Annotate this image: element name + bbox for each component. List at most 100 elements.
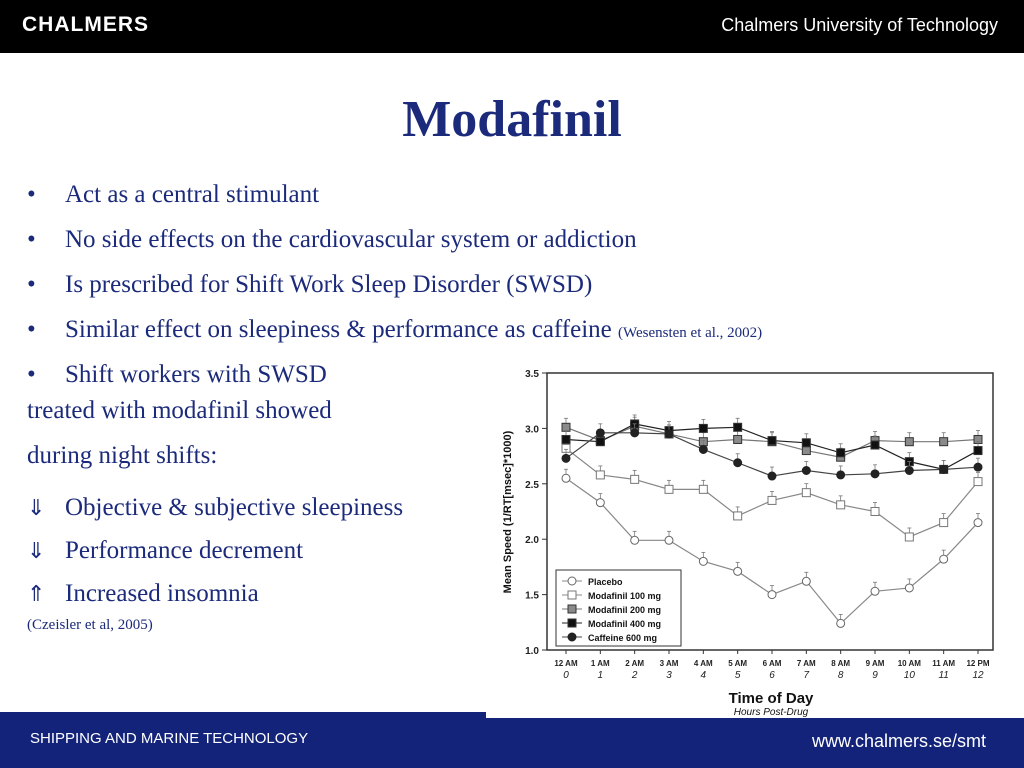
data-point bbox=[801, 466, 811, 476]
data-point bbox=[567, 632, 577, 642]
reference-citation: (Czeisler et al, 2005) bbox=[27, 617, 153, 633]
bottom-bar bbox=[0, 718, 1024, 768]
data-point bbox=[939, 464, 949, 474]
data-point bbox=[733, 566, 743, 576]
down-arrow-icon: ⇓ bbox=[27, 539, 46, 564]
continuation-line: during night shifts: bbox=[27, 442, 218, 469]
x-tick-label: 4 AM bbox=[694, 659, 713, 668]
data-point bbox=[630, 428, 640, 438]
bullet-item: • Act as a central stimulant bbox=[27, 172, 762, 217]
hour-tick-label: 0 bbox=[563, 670, 569, 681]
data-point bbox=[561, 473, 571, 483]
data-point bbox=[973, 518, 983, 528]
slide-title: Modafinil bbox=[402, 91, 622, 148]
data-point bbox=[733, 422, 743, 432]
data-point bbox=[567, 590, 577, 600]
data-point bbox=[939, 437, 949, 447]
data-point bbox=[698, 484, 708, 494]
legend-label: Caffeine 600 mg bbox=[588, 633, 657, 643]
data-point bbox=[664, 429, 674, 439]
legend-box bbox=[555, 569, 682, 647]
data-point bbox=[630, 535, 640, 545]
chalmers-logo: CHALMERS bbox=[22, 13, 149, 36]
bullet-mark: • bbox=[27, 361, 36, 388]
bullet-item: • Shift workers with SWSD bbox=[27, 352, 762, 397]
effects-list: ⇓ Objective & subjective sleepiness ⇓ Perf… bbox=[27, 486, 403, 615]
bullet-item: • Similar effect on sleepiness & performa… bbox=[27, 307, 762, 352]
data-point bbox=[561, 453, 571, 463]
bullet-citation: (Wesensten et al., 2002) bbox=[618, 325, 763, 341]
bullet-mark: • bbox=[27, 271, 36, 298]
y-tick-label: 3.0 bbox=[525, 424, 539, 435]
data-point bbox=[733, 458, 743, 468]
effect-text: Increased insomnia bbox=[65, 580, 259, 607]
data-point bbox=[630, 474, 640, 484]
y-tick-label: 1.0 bbox=[525, 646, 539, 657]
data-point bbox=[801, 576, 811, 586]
bullet-mark: • bbox=[27, 316, 36, 343]
legend-label: Modafinil 200 mg bbox=[588, 605, 661, 615]
bullet-text: Shift workers with SWSD bbox=[65, 361, 327, 388]
data-point bbox=[836, 470, 846, 480]
data-point bbox=[904, 532, 914, 542]
data-point bbox=[870, 507, 880, 516]
bullet-item: • No side effects on the cardiovascular s… bbox=[27, 217, 762, 262]
x-tick-label: 11 AM bbox=[932, 659, 955, 668]
bullet-item: • Is prescribed for Shift Work Sleep Diso… bbox=[27, 262, 762, 307]
y-tick-label: 3.5 bbox=[525, 369, 539, 380]
y-tick-label: 1.5 bbox=[525, 591, 539, 602]
x-tick-label: 8 AM bbox=[831, 659, 850, 668]
data-point bbox=[561, 434, 571, 444]
up-arrow-icon: ⇑ bbox=[27, 582, 46, 607]
data-point bbox=[801, 488, 811, 498]
data-point bbox=[767, 590, 777, 600]
hour-tick-label: 4 bbox=[701, 670, 707, 681]
hour-tick-label: 11 bbox=[938, 670, 948, 681]
x-tick-label: 10 AM bbox=[898, 659, 922, 668]
data-point bbox=[567, 604, 577, 614]
data-point bbox=[698, 556, 708, 566]
hour-tick-label: 10 bbox=[904, 670, 916, 681]
data-point bbox=[939, 518, 949, 528]
bullet-list: • Act as a central stimulant • No side eff… bbox=[27, 172, 762, 397]
data-point bbox=[973, 446, 983, 456]
website-link[interactable]: www.chalmers.se/smt bbox=[811, 731, 986, 751]
data-point bbox=[595, 498, 605, 508]
x-axis-label: Time of Day bbox=[729, 690, 814, 707]
effect-text: Performance decrement bbox=[65, 537, 304, 564]
x-tick-label: 7 AM bbox=[797, 659, 816, 668]
hour-tick-label: 6 bbox=[769, 670, 775, 681]
data-point bbox=[595, 428, 605, 438]
x-tick-label: 12 PM bbox=[966, 659, 989, 668]
data-point bbox=[767, 471, 777, 481]
x-tick-label: 9 AM bbox=[866, 659, 885, 668]
bullet-text: No side effects on the cardiovascular sy… bbox=[65, 226, 637, 253]
bullet-mark: • bbox=[27, 226, 36, 253]
hour-tick-label: 5 bbox=[735, 670, 741, 681]
data-point bbox=[939, 554, 949, 564]
y-axis-label: Mean Speed (1/RT[msec]*1000) bbox=[502, 430, 514, 593]
data-point bbox=[836, 448, 846, 458]
data-point bbox=[904, 583, 914, 593]
y-tick-label: 2.0 bbox=[525, 535, 539, 546]
down-arrow-icon: ⇓ bbox=[27, 496, 46, 521]
bullet-text: Act as a central stimulant bbox=[65, 181, 320, 208]
data-point bbox=[698, 423, 708, 433]
x-tick-label: 6 AM bbox=[763, 659, 782, 668]
x-tick-label: 3 AM bbox=[660, 659, 679, 668]
effect-item: ⇑ Increased insomnia bbox=[27, 572, 403, 615]
data-point bbox=[595, 470, 605, 480]
data-point bbox=[870, 469, 880, 479]
data-point bbox=[567, 618, 577, 628]
hour-tick-label: 3 bbox=[666, 670, 672, 681]
x-tick-label: 12 AM bbox=[554, 659, 578, 668]
x-tick-label: 2 AM bbox=[625, 659, 644, 668]
data-point bbox=[904, 466, 914, 476]
data-point bbox=[567, 576, 577, 586]
department-name: SHIPPING AND MARINE TECHNOLOGY bbox=[30, 730, 309, 747]
hour-tick-label: 2 bbox=[631, 670, 638, 681]
footer-tab bbox=[0, 712, 486, 722]
data-point bbox=[767, 495, 777, 505]
hour-tick-label: 8 bbox=[838, 670, 844, 681]
hour-tick-label: 1 bbox=[598, 670, 604, 681]
